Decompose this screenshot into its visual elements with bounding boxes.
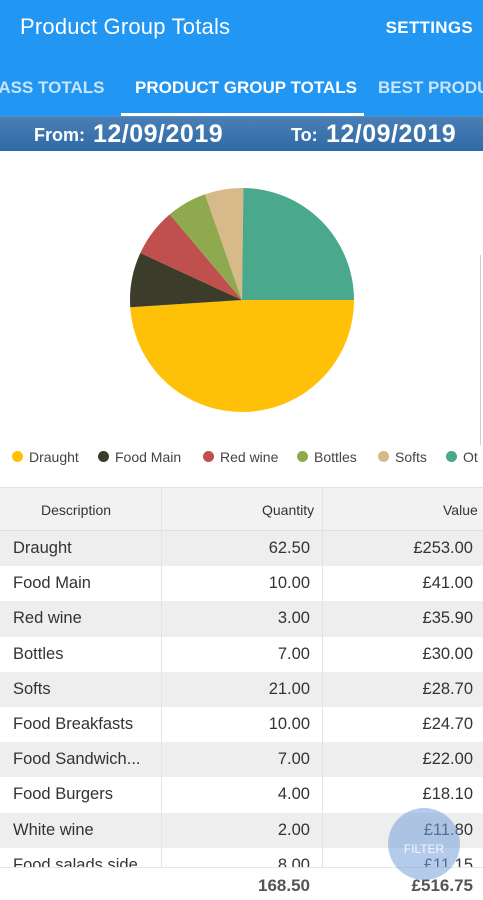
pie-slice-other[interactable]	[242, 188, 354, 300]
cell-quantity: 3.00	[277, 609, 310, 628]
column-divider	[322, 487, 323, 867]
total-quantity: 168.50	[258, 876, 310, 895]
total-value: £516.75	[411, 876, 473, 895]
legend-swatch	[378, 451, 389, 462]
legend-label: Red wine	[220, 449, 279, 465]
cell-quantity: 7.00	[277, 750, 310, 769]
cell-quantity: 10.00	[268, 574, 310, 593]
pie-chart[interactable]	[0, 151, 483, 451]
to-label: To:	[291, 125, 318, 145]
cell-description: Food Breakfasts	[13, 714, 134, 733]
table-row[interactable]: Food Burgers 4.00 £18.10	[0, 777, 483, 812]
chart-legend: Draught Food Main Red wine Bottles Softs…	[0, 447, 483, 467]
tab-product-group-totals[interactable]: PRODUCT GROUP TOTALS	[135, 78, 357, 97]
from-date[interactable]: 12/09/2019	[93, 120, 224, 148]
filter-button[interactable]: FILTER	[388, 808, 460, 880]
pie-slice-bottles[interactable]	[169, 194, 242, 300]
cell-value: £18.10	[422, 785, 473, 804]
app-bar: Product Group Totals SETTINGS LASS TOTAL…	[0, 0, 483, 116]
cell-description: Red wine	[13, 609, 82, 628]
legend-label: Food Main	[115, 449, 182, 465]
filter-label: FILTER	[403, 842, 445, 856]
cell-description: White wine	[13, 820, 94, 839]
pie-slice-food-main[interactable]	[130, 252, 242, 308]
to-date[interactable]: 12/09/2019	[326, 120, 457, 148]
scroll-edge	[480, 255, 483, 445]
cell-quantity: 10.00	[268, 714, 310, 733]
pie-slice-draught[interactable]	[130, 300, 354, 412]
cell-quantity: 2.00	[277, 820, 310, 839]
legend-swatch	[297, 451, 308, 462]
legend-label: Bottles	[314, 449, 357, 465]
cell-description: Food Sandwich...	[13, 750, 141, 769]
tab-class-totals[interactable]: LASS TOTALS	[0, 78, 105, 97]
cell-description: Bottles	[13, 644, 64, 663]
table-row[interactable]: Food Sandwich... 7.00 £22.00	[0, 742, 483, 778]
column-divider	[161, 487, 162, 867]
cell-quantity: 62.50	[268, 539, 310, 557]
cell-quantity: 8.00	[277, 855, 310, 867]
cell-description: Food Burgers	[13, 785, 113, 804]
tab-indicator	[121, 113, 364, 116]
cell-value: £41.00	[422, 574, 473, 593]
legend-swatch	[203, 451, 214, 462]
table-header: Description Quantity Value	[0, 487, 483, 531]
tab-best-products[interactable]: BEST PRODU	[378, 78, 483, 97]
cell-value: £28.70	[422, 679, 473, 698]
cell-quantity: 7.00	[277, 644, 310, 663]
header-value[interactable]: Value	[443, 502, 478, 518]
cell-value: £24.70	[422, 714, 473, 733]
legend-swatch	[98, 451, 109, 462]
tab-bar: LASS TOTALS PRODUCT GROUP TOTALS BEST PR…	[0, 58, 483, 116]
cell-value: £253.00	[413, 539, 473, 557]
cell-description: Food Main	[13, 574, 91, 593]
cell-value: £22.00	[422, 750, 473, 769]
cell-description: Draught	[13, 539, 72, 557]
cell-quantity: 4.00	[277, 785, 310, 804]
legend-swatch	[12, 451, 23, 462]
table-row[interactable]: Softs 21.00 £28.70	[0, 671, 483, 707]
table-row[interactable]: Food Breakfasts 10.00 £24.70	[0, 707, 483, 742]
table-row[interactable]: Draught 62.50 £253.00	[0, 531, 483, 567]
cell-value: £30.00	[422, 644, 473, 663]
table-row[interactable]: Food Main 10.00 £41.00	[0, 566, 483, 601]
cell-description: Softs	[13, 679, 51, 698]
cell-description: Food salads side	[13, 855, 138, 867]
legend-swatch	[446, 451, 457, 462]
page-title: Product Group Totals	[20, 14, 231, 39]
legend-label: Softs	[395, 449, 427, 465]
header-quantity[interactable]: Quantity	[262, 502, 315, 518]
legend-label: Ot	[463, 449, 478, 465]
header-description[interactable]: Description	[41, 502, 112, 518]
table-row[interactable]: Bottles 7.00 £30.00	[0, 637, 483, 672]
pie-slice-softs[interactable]	[205, 188, 244, 300]
date-range-bar: From: 12/09/2019 To: 12/09/2019	[0, 116, 483, 151]
from-label: From:	[34, 125, 85, 145]
pie-chart-area	[0, 151, 483, 481]
pie-slice-red-wine[interactable]	[140, 214, 242, 300]
legend-label: Draught	[29, 449, 79, 465]
cell-value: £35.90	[422, 609, 473, 628]
settings-button[interactable]: SETTINGS	[385, 18, 473, 37]
table-row[interactable]: Red wine 3.00 £35.90	[0, 601, 483, 637]
cell-quantity: 21.00	[268, 679, 310, 698]
